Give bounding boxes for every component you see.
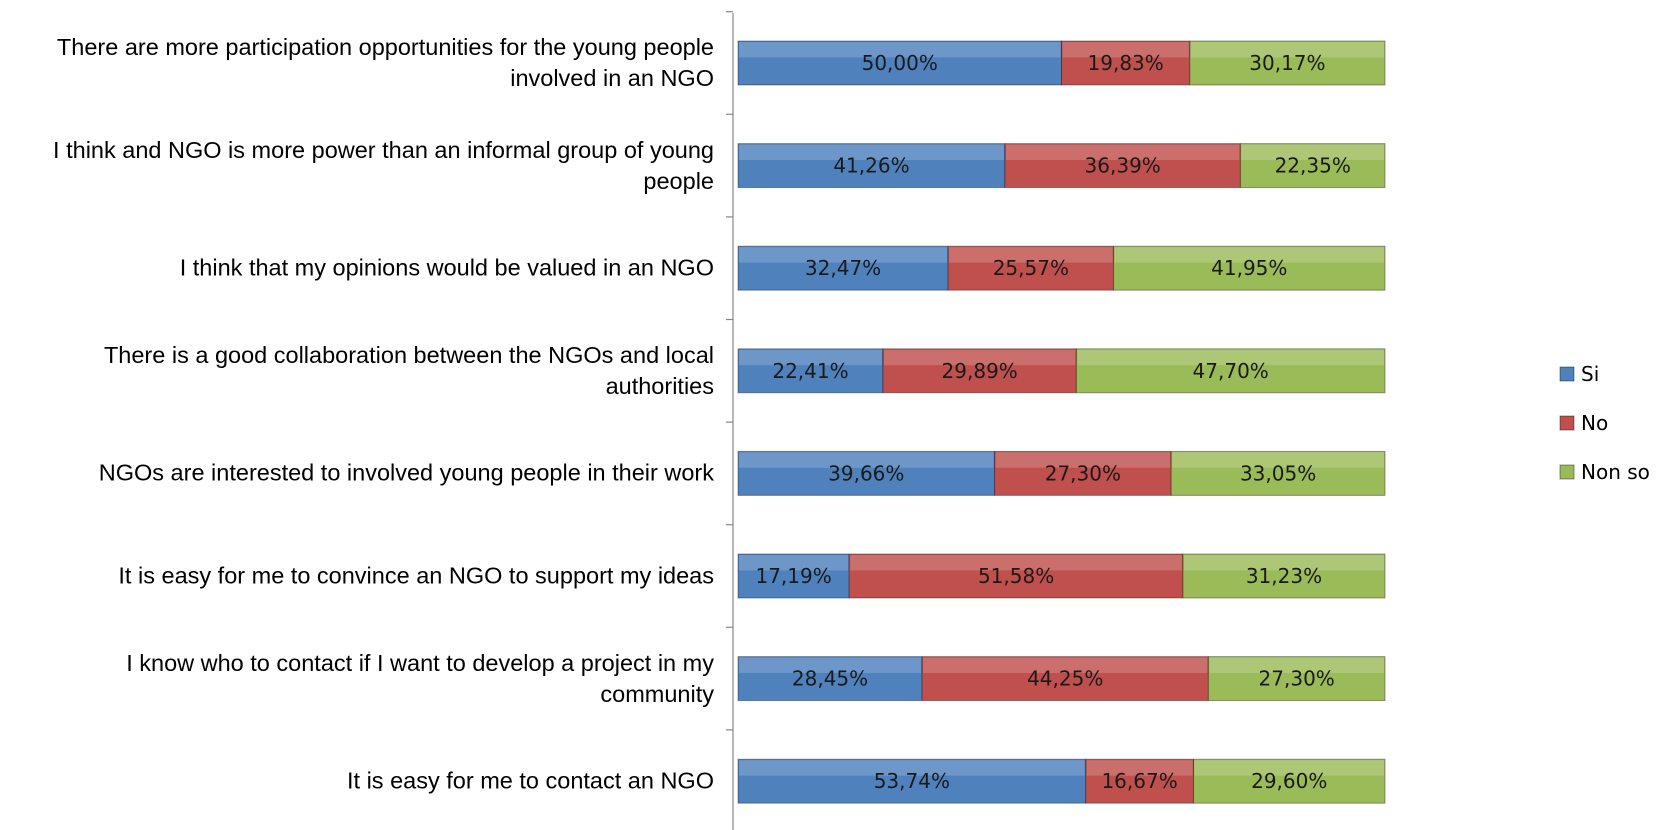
value-label: 51,58% xyxy=(978,564,1054,588)
bar-segment xyxy=(994,450,1172,496)
category-label: There is a good collaboration between th… xyxy=(103,341,714,399)
bar-shine xyxy=(739,452,994,468)
bar-segment xyxy=(1004,143,1241,189)
bar-segment xyxy=(882,348,1077,394)
legend-swatch xyxy=(1559,415,1575,431)
bar-segment xyxy=(1170,450,1386,496)
bar-segment xyxy=(1061,40,1191,86)
value-label: 29,89% xyxy=(942,359,1018,383)
value-label: 53,74% xyxy=(874,769,950,793)
bar-segment xyxy=(1075,348,1386,394)
category-label: I know who to contact if I want to devel… xyxy=(126,649,714,707)
category-label: It is easy for me to convince an NGO to … xyxy=(118,562,714,589)
bar-shine xyxy=(1086,760,1193,776)
category-label: NGOs are interested to involved young pe… xyxy=(98,459,714,486)
value-label: 27,30% xyxy=(1045,461,1121,485)
bar-shine xyxy=(850,555,1182,571)
bar-segment xyxy=(1189,40,1386,86)
bar-shine xyxy=(1062,42,1189,58)
value-label: 17,19% xyxy=(755,564,831,588)
bar-shine xyxy=(1209,657,1384,673)
bar-segment xyxy=(1207,656,1386,702)
bar-segment xyxy=(921,656,1209,702)
bar-shine xyxy=(1183,555,1384,571)
value-label: 39,66% xyxy=(828,461,904,485)
bar-shine xyxy=(995,452,1171,468)
value-label: 16,67% xyxy=(1101,769,1177,793)
value-label: 22,35% xyxy=(1275,154,1351,178)
bar-segment xyxy=(1239,143,1386,189)
value-label: 31,23% xyxy=(1246,564,1322,588)
bar-segment xyxy=(737,553,850,599)
value-label: 32,47% xyxy=(805,256,881,280)
bar-shine xyxy=(739,247,948,263)
value-label: 30,17% xyxy=(1249,51,1325,75)
value-label: 27,30% xyxy=(1259,667,1335,691)
value-label: 50,00% xyxy=(862,51,938,75)
bar-segment xyxy=(947,245,1115,291)
bar-segment xyxy=(737,450,996,496)
value-label: 19,83% xyxy=(1088,51,1164,75)
value-label: 41,26% xyxy=(833,154,909,178)
bar-shine xyxy=(923,657,1208,673)
category-label: It is easy for me to contact an NGO xyxy=(346,767,714,794)
legend-label: No xyxy=(1581,411,1608,435)
legend-swatch xyxy=(1559,366,1575,382)
bar-shine xyxy=(739,657,922,673)
value-label: 47,70% xyxy=(1193,359,1269,383)
legend-swatch xyxy=(1559,464,1575,480)
category-label: There are more participation opportuniti… xyxy=(56,34,714,91)
bar-segment xyxy=(1182,553,1386,599)
bar-segment xyxy=(1113,245,1386,291)
bar-segment xyxy=(1193,758,1386,804)
bar-segment xyxy=(737,143,1006,189)
bar-shine xyxy=(1077,349,1384,366)
bar-segment xyxy=(1085,758,1195,804)
value-label: 25,57% xyxy=(993,256,1069,280)
bar-segment xyxy=(737,656,923,702)
value-label: 33,05% xyxy=(1240,461,1316,485)
bar-shine xyxy=(949,247,1113,263)
bar-shine xyxy=(739,42,1061,58)
bar-segment xyxy=(737,758,1087,804)
legend-label: Si xyxy=(1581,362,1599,386)
value-label: 44,25% xyxy=(1027,667,1103,691)
bar-shine xyxy=(1194,760,1384,776)
category-label: I think and NGO is more power than an in… xyxy=(53,136,714,194)
value-label: 22,41% xyxy=(772,359,848,383)
category-label: I think that my opinions would be valued… xyxy=(179,254,714,281)
bar-shine xyxy=(1241,144,1384,160)
bar-shine xyxy=(1190,42,1384,58)
bar-segment xyxy=(737,245,949,291)
legend-label: Non so xyxy=(1581,460,1650,484)
bar-shine xyxy=(1005,144,1240,160)
value-label: 29,60% xyxy=(1251,769,1327,793)
bar-shine xyxy=(1114,247,1384,263)
value-label: 41,95% xyxy=(1211,256,1287,280)
value-label: 28,45% xyxy=(792,667,868,691)
bar-shine xyxy=(739,349,882,366)
bar-shine xyxy=(883,349,1076,366)
bar-shine xyxy=(739,555,849,571)
bar-shine xyxy=(739,760,1085,776)
bar-shine xyxy=(1172,452,1384,468)
bar-shine xyxy=(739,144,1004,160)
value-label: 36,39% xyxy=(1085,154,1161,178)
